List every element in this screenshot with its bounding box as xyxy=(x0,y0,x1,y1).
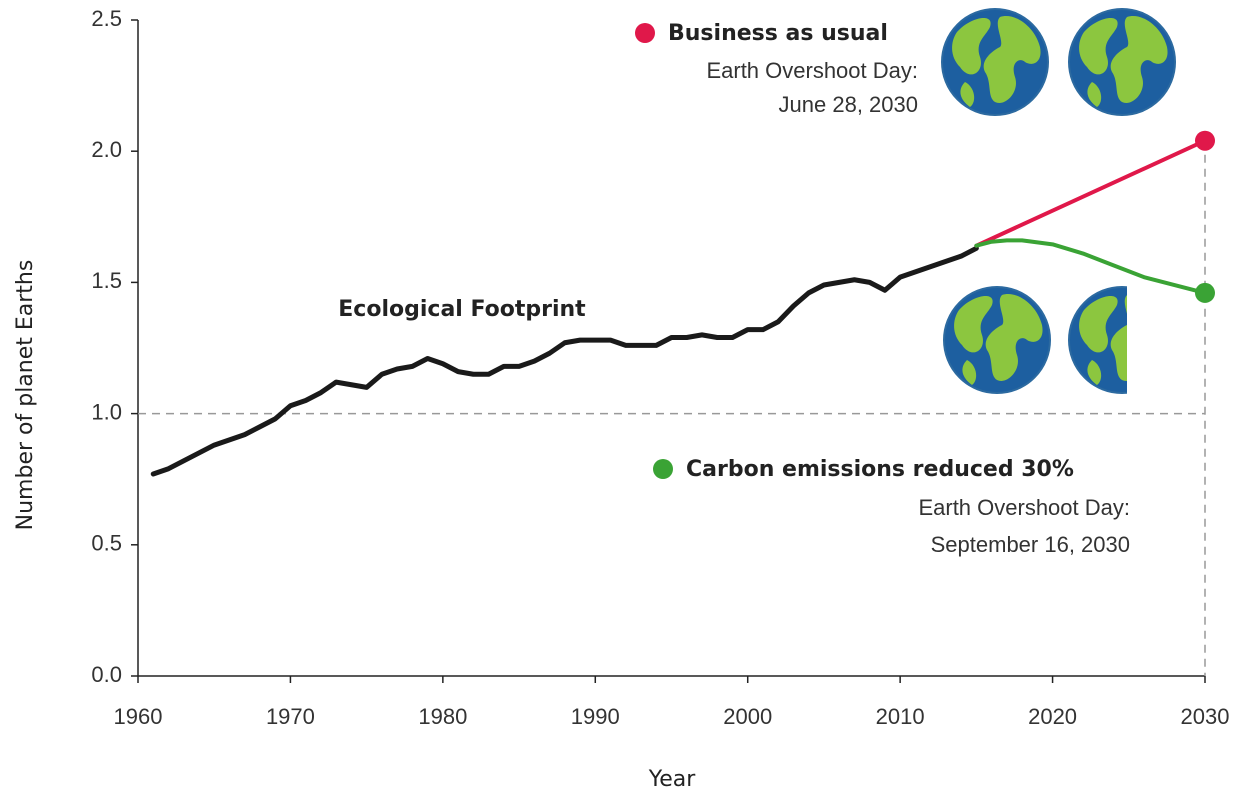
y-tick-label: 1.0 xyxy=(91,399,122,424)
series-line xyxy=(974,138,1207,248)
series-label: Ecological Footprint xyxy=(338,297,586,322)
legend-label: Business as usual xyxy=(668,21,888,46)
legend-marker xyxy=(653,459,673,479)
globe-icon xyxy=(943,286,1051,394)
globe-icons xyxy=(941,8,1176,394)
globe-icon xyxy=(941,8,1049,116)
legend-label: Carbon emissions reduced 30% xyxy=(686,457,1074,482)
annotation: September 16, 2030 xyxy=(931,532,1130,557)
end-marker xyxy=(1195,130,1215,151)
x-tick-label: 1990 xyxy=(571,704,620,729)
series-line xyxy=(150,245,979,477)
x-tick-label: 2030 xyxy=(1181,704,1230,729)
globe-icon-half xyxy=(1068,286,1127,394)
series-line xyxy=(974,238,1207,295)
y-tick-label: 2.0 xyxy=(91,137,122,162)
annotation: Earth Overshoot Day: xyxy=(706,58,918,83)
y-tick-label: 0.0 xyxy=(91,662,122,687)
annotation: June 28, 2030 xyxy=(779,92,918,117)
globe-icon xyxy=(1068,8,1176,116)
y-axis-title: Number of planet Earths xyxy=(13,260,38,531)
x-axis-title: Year xyxy=(648,767,697,792)
y-tick-label: 1.5 xyxy=(91,268,122,293)
x-tick-label: 2020 xyxy=(1028,704,1077,729)
x-tick-label: 2010 xyxy=(876,704,925,729)
x-tick-label: 1970 xyxy=(266,704,315,729)
annotation: Earth Overshoot Day: xyxy=(918,495,1130,520)
x-tick-label: 1980 xyxy=(418,704,467,729)
y-tick-label: 2.5 xyxy=(91,6,122,31)
legend-marker xyxy=(635,23,655,43)
x-tick-label: 1960 xyxy=(114,704,163,729)
end-marker xyxy=(1195,282,1215,303)
y-tick-label: 0.5 xyxy=(91,531,122,556)
x-tick-label: 2000 xyxy=(723,704,772,729)
